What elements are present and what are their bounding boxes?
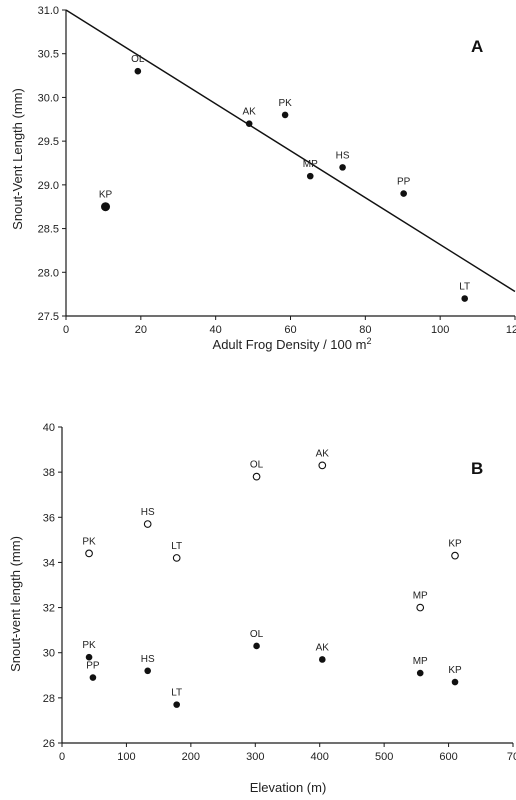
panel-b-filled-point-mp: [416, 669, 424, 677]
panel-b-open-point-mp: [416, 603, 425, 612]
panel-b-point-label-kp: KP: [448, 539, 462, 550]
panel-a-y-tick-label: 29.0: [38, 180, 59, 192]
panel-b-open-point-lt: [172, 554, 181, 562]
panel-a-x-axis-title-superscript: 2: [366, 336, 371, 346]
panel-b-filled-point-lt: [173, 701, 180, 708]
panel-a-filled-point-ak: [245, 120, 253, 127]
panel-b-y-tick-label: 26: [43, 738, 55, 750]
panel-b-open-point-kp: [451, 551, 459, 560]
panel-b-point-label-pk: PK: [82, 536, 96, 547]
panel-a-y-axis-title: Snout-Vent Length (mm): [10, 88, 25, 230]
panel-a-letter: A: [471, 37, 483, 56]
panel-b-point-label-hs: HS: [141, 654, 155, 665]
panel-a-x-tick-label: 0: [63, 324, 69, 336]
panel-a-x-tick-label: 120: [506, 324, 516, 336]
panel-a-filled-point-hs: [339, 164, 346, 171]
panel-a-y-tick-label: 30.0: [38, 92, 59, 104]
panel-b-x-tick-label: 70: [507, 751, 516, 763]
panel-b-point-label-ak: AK: [316, 448, 330, 459]
panel-b-y-tick-label: 40: [43, 422, 55, 434]
panel-b-point-label-kp: KP: [448, 665, 462, 676]
panel-a-point-label-kp: KP: [99, 190, 113, 201]
panel-a-x-tick-label: 80: [359, 324, 371, 336]
panel-b-point-label-ol: OL: [250, 629, 264, 640]
panel-b-point-label-lt: LT: [171, 541, 182, 552]
panel-b-point-label-mp: MP: [413, 656, 428, 667]
panel-a-point-label-ak: AK: [243, 107, 257, 118]
panel-a-y-tick-label: 30.5: [38, 49, 59, 61]
panel-a-point-label-pk: PK: [278, 98, 292, 109]
panel-b-point-label-hs: HS: [141, 507, 155, 518]
panel-b-filled-point-ol: [253, 642, 260, 650]
panel-a-point-label-ol: OL: [131, 54, 145, 65]
panel-a-y-tick-label: 28.0: [38, 267, 59, 279]
panel-b-x-tick-label: 100: [117, 751, 135, 763]
panel-a-x-tick-label: 40: [210, 324, 222, 336]
panel-b-letter: B: [471, 459, 483, 478]
panel-a: Snout-Vent Length (mm) Adult Frog Densit…: [10, 5, 516, 352]
panel-a-x-tick-label: 100: [431, 324, 449, 336]
panel-a-filled-point-kp: [101, 202, 111, 212]
panel-a-x-tick-label: 60: [284, 324, 296, 336]
panel-b-point-label-ol: OL: [250, 460, 264, 471]
panel-b-open-point-ol: [252, 472, 261, 481]
panel-b-x-tick-label: 300: [246, 751, 264, 763]
panel-b-x-tick-label: 200: [182, 751, 200, 763]
panel-a-y-tick-label: 29.5: [38, 136, 59, 148]
panel-b-point-label-lt: LT: [171, 688, 182, 699]
panel-a-regression-line: [65, 9, 516, 293]
panel-a-point-label-lt: LT: [459, 282, 470, 293]
panel-a-x-axis-title-main: Adult Frog Density / 100 m: [213, 337, 367, 352]
panel-b-y-axis-title: Snout-vent length (mm): [8, 536, 23, 672]
panel-b-point-label-ak: AK: [316, 642, 330, 653]
panel-b-x-tick-label: 400: [311, 751, 329, 763]
panel-b-y-tick-label: 38: [43, 467, 55, 479]
panel-b-x-axis-title: Elevation (m): [250, 780, 327, 795]
panel-b-filled-point-hs: [144, 667, 151, 675]
panel-b: Snout-vent length (mm) Elevation (m) B 0…: [8, 422, 516, 795]
panel-b-filled-point-pp: [89, 674, 97, 681]
panel-b-point-label-mp: MP: [413, 591, 428, 602]
panel-b-y-tick-label: 28: [43, 693, 55, 705]
panel-b-x-tick-label: 500: [375, 751, 393, 763]
panel-b-filled-point-kp: [451, 678, 459, 686]
panel-b-point-label-pp: PP: [86, 661, 100, 672]
panel-b-open-point-pk: [85, 549, 93, 558]
panel-a-y-tick-label: 31.0: [38, 5, 59, 17]
panel-b-point-label-pk: PK: [82, 640, 96, 651]
panel-b-filled-point-ak: [318, 656, 326, 663]
panel-a-y-tick-label: 27.5: [38, 311, 59, 323]
panel-b-open-point-hs: [143, 520, 152, 528]
panel-a-x-axis-title: Adult Frog Density / 100 m2: [213, 336, 372, 352]
panel-a-filled-point-mp: [306, 172, 314, 180]
panel-a-point-label-pp: PP: [397, 177, 411, 188]
panel-a-x-tick-label: 20: [135, 324, 147, 336]
panel-b-open-point-ak: [318, 461, 327, 470]
panel-a-filled-point-lt: [461, 295, 469, 302]
panel-b-y-tick-label: 36: [43, 512, 55, 524]
panel-b-x-tick-label: 0: [59, 751, 65, 763]
panel-a-point-label-hs: HS: [336, 150, 350, 161]
panel-a-filled-point-ol: [134, 67, 142, 75]
panel-b-filled-point-pk: [85, 653, 93, 661]
panel-a-y-tick-label: 28.5: [38, 224, 59, 236]
panel-a-point-label-mp: MP: [303, 159, 318, 170]
panel-b-y-tick-label: 32: [43, 603, 55, 615]
panel-b-y-tick-label: 34: [43, 557, 55, 569]
panel-a-filled-point-pk: [281, 111, 289, 119]
panel-a-filled-point-pp: [400, 190, 407, 197]
panel-b-y-tick-label: 30: [43, 648, 55, 660]
panel-b-x-tick-label: 600: [439, 751, 457, 763]
